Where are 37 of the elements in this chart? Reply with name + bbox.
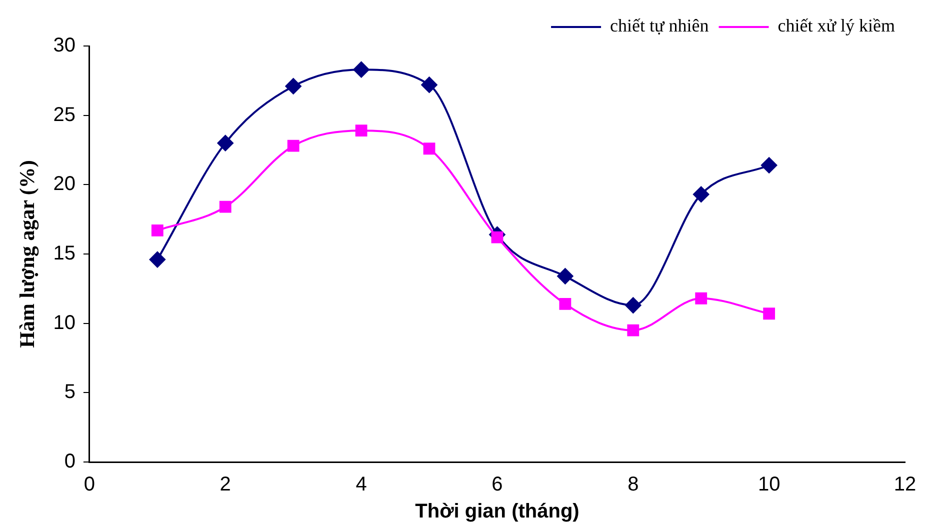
point xyxy=(285,78,302,94)
point xyxy=(695,292,708,304)
point xyxy=(217,135,234,152)
point xyxy=(627,324,640,336)
point xyxy=(421,76,438,93)
legend-label: chiết tự nhiên xyxy=(610,16,709,36)
point xyxy=(693,186,710,202)
y-tick-label: 15 xyxy=(53,242,76,265)
point xyxy=(761,157,778,174)
point xyxy=(149,252,166,268)
point xyxy=(151,224,164,236)
y-axis-title: Hàm lượng agar (%) xyxy=(15,160,40,348)
y-tick-label: 10 xyxy=(53,312,76,334)
y-tick-label: 30 xyxy=(53,34,76,57)
y-tick-label: 25 xyxy=(53,104,76,126)
x-tick-label: 6 xyxy=(492,474,503,496)
x-tick-label: 12 xyxy=(894,474,916,496)
x-tick-label: 10 xyxy=(758,474,780,496)
x-tick-label: 4 xyxy=(356,474,367,496)
y-tick-label: 5 xyxy=(64,381,76,404)
point xyxy=(423,142,436,155)
y-tick-label: 0 xyxy=(64,450,76,473)
point xyxy=(219,200,232,213)
point xyxy=(287,140,300,152)
x-tick-label: 8 xyxy=(628,474,639,496)
point xyxy=(557,268,574,284)
x-axis-title: Thời gian (tháng) xyxy=(415,500,580,523)
legend-label: chiết xử lý kiềm xyxy=(778,16,896,36)
x-tick-label: 0 xyxy=(84,474,96,496)
point xyxy=(353,62,370,78)
point xyxy=(355,124,368,137)
point xyxy=(559,298,572,310)
point xyxy=(491,231,504,244)
point xyxy=(625,297,642,314)
x-tick-label: 2 xyxy=(220,474,231,496)
y-tick-label: 20 xyxy=(53,173,76,196)
point xyxy=(763,308,776,320)
